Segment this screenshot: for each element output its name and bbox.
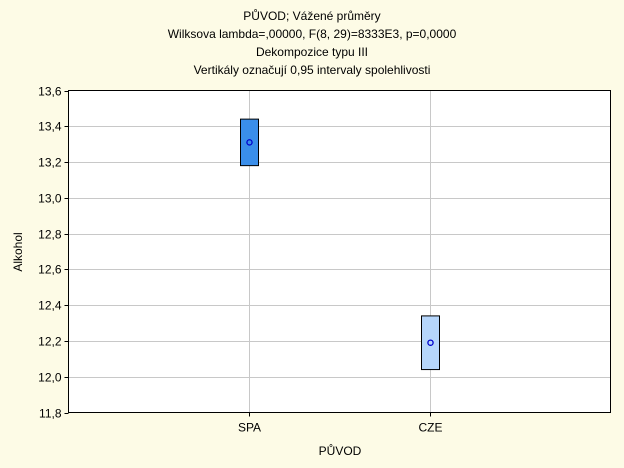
plot-frame	[68, 90, 611, 413]
y-tick-label: 13,4	[38, 120, 62, 134]
plot-area	[68, 90, 611, 413]
y-tick-label: 12,2	[38, 335, 62, 349]
ci-box-spa	[240, 118, 259, 167]
chart-titles: PŮVOD; Vážené průměry Wilksova lambda=,0…	[168, 8, 457, 77]
y-axis-title: Alkohol	[11, 232, 25, 271]
ci-box-cze	[421, 315, 440, 371]
title-line-4: Vertikály označují 0,95 intervaly spoleh…	[194, 63, 431, 77]
x-axis-title: PŮVOD	[319, 443, 362, 458]
data-marks	[240, 118, 440, 371]
title-line-3: Dekompozice typu III	[256, 45, 368, 59]
mean-marker-cze	[427, 339, 434, 346]
title-line-1: PŮVOD; Vážené průměry	[243, 8, 380, 23]
x-axis: SPA CZE	[238, 412, 443, 435]
y-tick-label: 13,6	[38, 85, 62, 99]
mean-marker-spa	[246, 139, 253, 146]
x-tick-label: CZE	[419, 421, 443, 435]
y-tick-label: 13,2	[38, 156, 62, 170]
y-tick-label: 12,8	[38, 228, 62, 242]
y-axis: 11,8 12,0 12,2 12,4 12,6 12,8 13,0 13,2 13,4 13,6	[38, 85, 69, 421]
y-tick-label: 12,4	[38, 299, 62, 313]
y-tick-label: 13,0	[38, 192, 62, 206]
y-tick-label: 12,6	[38, 263, 62, 277]
y-tick-label: 11,8	[39, 407, 62, 421]
title-line-2: Wilksova lambda=,00000, F(8, 29)=8333E3,…	[168, 27, 457, 41]
y-tick-label: 12,0	[38, 371, 62, 385]
x-tick-label: SPA	[238, 421, 261, 435]
